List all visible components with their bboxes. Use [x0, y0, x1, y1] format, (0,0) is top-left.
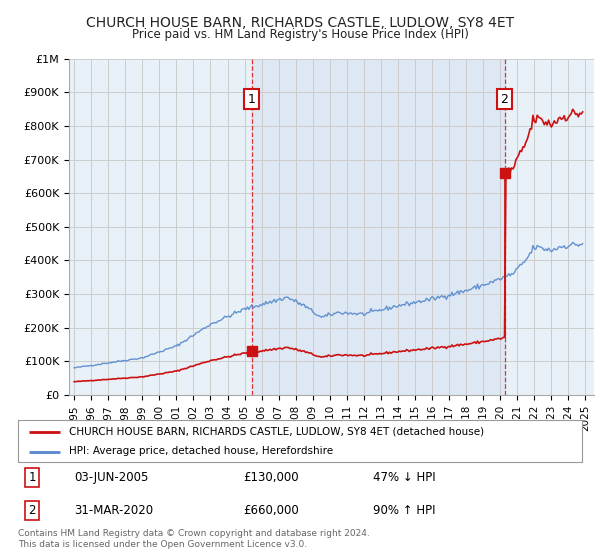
- Text: 2: 2: [28, 504, 36, 517]
- Text: CHURCH HOUSE BARN, RICHARDS CASTLE, LUDLOW, SY8 4ET (detached house): CHURCH HOUSE BARN, RICHARDS CASTLE, LUDL…: [69, 427, 484, 437]
- Text: 03-JUN-2005: 03-JUN-2005: [74, 471, 149, 484]
- Text: Price paid vs. HM Land Registry's House Price Index (HPI): Price paid vs. HM Land Registry's House …: [131, 28, 469, 41]
- Text: 2: 2: [500, 92, 508, 106]
- Text: 31-MAR-2020: 31-MAR-2020: [74, 504, 154, 517]
- Text: HPI: Average price, detached house, Herefordshire: HPI: Average price, detached house, Here…: [69, 446, 333, 456]
- Bar: [252, 59, 505, 395]
- Text: £130,000: £130,000: [244, 471, 299, 484]
- Text: CHURCH HOUSE BARN, RICHARDS CASTLE, LUDLOW, SY8 4ET: CHURCH HOUSE BARN, RICHARDS CASTLE, LUDL…: [86, 16, 514, 30]
- Text: £660,000: £660,000: [244, 504, 299, 517]
- Text: 1: 1: [248, 92, 256, 106]
- Text: 1: 1: [28, 471, 36, 484]
- Text: 90% ↑ HPI: 90% ↑ HPI: [373, 504, 436, 517]
- Text: 47% ↓ HPI: 47% ↓ HPI: [373, 471, 436, 484]
- Text: Contains HM Land Registry data © Crown copyright and database right 2024.
This d: Contains HM Land Registry data © Crown c…: [18, 529, 370, 549]
